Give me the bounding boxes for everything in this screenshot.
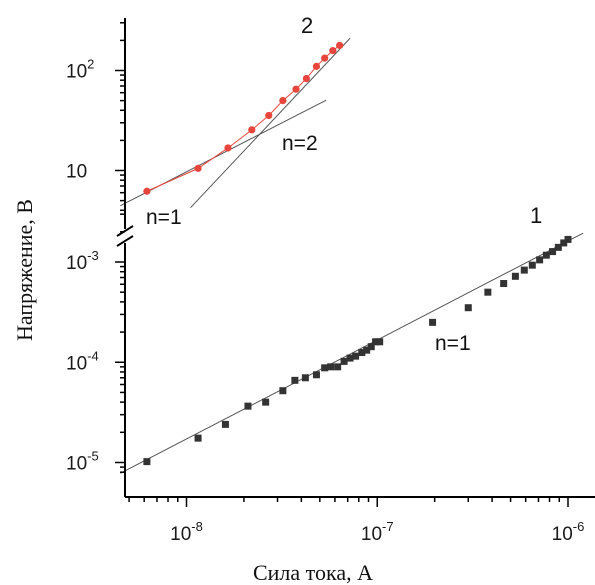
series-2-point <box>292 85 300 93</box>
series-1-point <box>464 304 472 312</box>
series-2-point <box>302 74 310 83</box>
y-tick-label: 10-3 <box>66 248 99 274</box>
series-1-point <box>429 318 437 326</box>
series-2-point <box>329 47 337 55</box>
series-1-point <box>564 235 572 243</box>
fit-lines <box>120 37 584 474</box>
series-2-point <box>224 144 232 152</box>
series-1-point <box>312 371 320 379</box>
series-2-point <box>194 164 202 172</box>
series-1-point <box>334 363 342 371</box>
series-1-point <box>520 266 528 274</box>
curve-label-1: 1 <box>530 203 542 228</box>
series-1-point <box>528 261 536 269</box>
y-tick-label: 10 <box>66 162 87 183</box>
series-1-point <box>358 349 366 357</box>
series-1-point <box>340 357 348 365</box>
series-2-point <box>312 62 321 70</box>
series-1-point <box>549 248 557 256</box>
series-1-point <box>327 363 335 371</box>
x-tick-label: 10-7 <box>361 519 394 545</box>
annotation-n1-lower: n=1 <box>435 332 471 355</box>
series-1-point <box>511 272 519 280</box>
series-1-point <box>279 387 287 395</box>
series-1-point <box>376 338 384 346</box>
series-1-point <box>194 434 202 442</box>
series-2-point <box>248 126 256 134</box>
series-1-point <box>143 458 151 466</box>
series-1-point <box>244 402 252 410</box>
series-1-point <box>554 243 562 251</box>
series-1-point <box>321 364 329 372</box>
series-2-line <box>146 45 340 192</box>
x-tick-label: 10-8 <box>170 519 203 545</box>
annotation-n2-upper: n=2 <box>282 132 318 155</box>
annotation-n1-upper: n=1 <box>146 206 182 229</box>
series-1-point <box>262 398 270 406</box>
fit-line-3 <box>190 37 351 209</box>
series-1-point <box>542 251 550 259</box>
series-2-point <box>143 187 151 195</box>
series-2-point <box>265 111 273 120</box>
y-axis-title: Напряжение, В <box>12 199 37 341</box>
curve-label-2: 2 <box>301 13 313 38</box>
y-tick-label: 10-4 <box>66 348 99 374</box>
axis-break-mark <box>116 225 134 237</box>
series-1-point <box>560 239 568 247</box>
series-1-point <box>536 256 544 264</box>
series-1-point <box>221 420 229 428</box>
series-2-point <box>336 41 344 50</box>
data-series <box>143 41 572 466</box>
series-2-point <box>279 97 287 105</box>
series-1-point <box>291 376 299 384</box>
axes <box>115 18 595 507</box>
series-1-point <box>346 354 354 362</box>
y-tick-label: 10-5 <box>66 449 99 475</box>
series-2-point <box>321 54 329 62</box>
series-1-point <box>372 338 380 346</box>
series-1-point <box>352 352 360 360</box>
x-tick-label: 10-6 <box>552 519 585 545</box>
series-1-point <box>363 346 371 354</box>
series-1-point <box>500 280 508 288</box>
tick-labels: 10-8 10-7 10-6 10-5 10-4 10-3 10 102 <box>66 57 584 546</box>
series-1-point <box>484 288 492 296</box>
x-axis-title: Сила тока, А <box>253 560 373 585</box>
axis-break-mark <box>116 235 134 247</box>
y-tick-label: 102 <box>66 57 94 83</box>
fit-line-1 <box>120 232 584 474</box>
series-1-point <box>367 343 375 351</box>
series-1-point <box>301 374 309 382</box>
